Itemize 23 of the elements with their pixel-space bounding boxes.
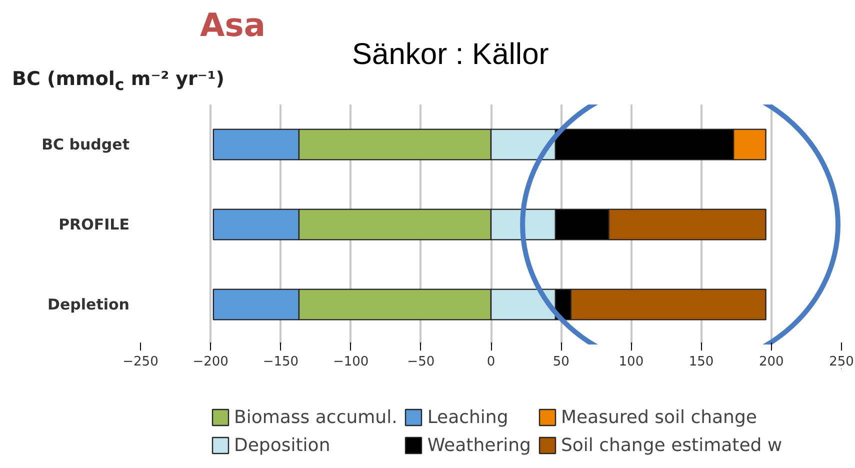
x-tick-label: −250 bbox=[122, 354, 158, 370]
legend-label: Soil change estimated w bbox=[560, 434, 782, 456]
x-tick-label: 200 bbox=[758, 354, 784, 370]
y-tick-label: BC budget bbox=[42, 136, 130, 154]
text: Sänkor : Källor bbox=[352, 38, 549, 72]
legend-label: Leaching bbox=[427, 406, 508, 428]
x-tick-label: −200 bbox=[192, 354, 228, 370]
x-tick-label: 150 bbox=[688, 354, 714, 370]
legend-label: Deposition bbox=[234, 434, 330, 456]
x-tick-label: 250 bbox=[829, 354, 854, 370]
legend-label: Weathering bbox=[427, 434, 531, 456]
x-tick-label: −150 bbox=[262, 354, 299, 370]
y-tick-label: Depletion bbox=[48, 296, 130, 314]
legend-label: Measured soil change bbox=[560, 406, 757, 428]
x-tick-label: −50 bbox=[407, 354, 435, 370]
legend-label: Biomass accumul. bbox=[234, 406, 398, 428]
y-tick-label: PROFILE bbox=[58, 216, 130, 234]
x-tick-label: 50 bbox=[552, 354, 570, 370]
x-tick-label: 0 bbox=[486, 354, 496, 370]
chart-title: Asa bbox=[200, 6, 266, 44]
y-axis-title: BC (mmol$_{c}$ m⁻² yr⁻¹) bbox=[12, 68, 224, 94]
x-tick-label: 100 bbox=[618, 354, 644, 370]
x-tick-label: −100 bbox=[332, 354, 369, 370]
